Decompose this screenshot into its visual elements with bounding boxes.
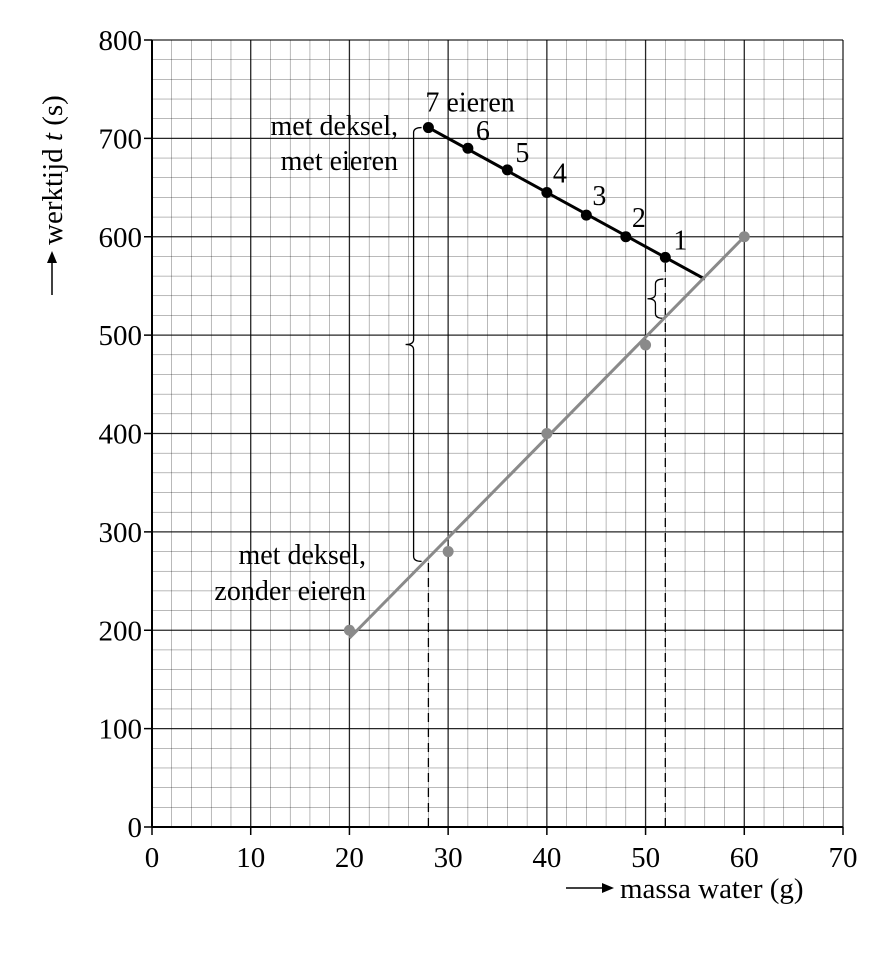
point-label: 2 (632, 203, 646, 234)
data-point-without-eggs (442, 546, 454, 558)
series-label-without-eggs-line1: met deksel, (238, 540, 366, 571)
data-point-with-eggs (620, 231, 632, 243)
y-tick-label: 200 (99, 615, 143, 647)
braces (405, 126, 664, 563)
data-point-with-eggs (501, 164, 513, 176)
svg-text:werktijd t (s): werktijd t (s) (37, 95, 69, 245)
data-point-with-eggs (580, 209, 592, 221)
point-label: 4 (553, 158, 567, 189)
x-tick-label: 40 (532, 842, 561, 874)
brace (405, 126, 422, 563)
data-point-with-eggs (541, 186, 553, 198)
data-point-without-eggs (541, 428, 553, 439)
x-tick-label: 20 (335, 842, 364, 874)
point-label: 3 (592, 181, 606, 212)
y-tick-label: 500 (99, 320, 143, 352)
y-axis-label-unit: (s) (37, 95, 69, 133)
brace (647, 278, 664, 320)
point-label: 6 (476, 116, 490, 147)
series-label-without-eggs-line2: zonder eieren (214, 576, 366, 607)
y-tick-label: 100 (99, 714, 143, 746)
data-point-without-eggs (738, 231, 750, 243)
x-tick-label: 60 (730, 842, 759, 874)
reference-lines (427, 257, 666, 827)
series-label-with-eggs-line2: met eieren (281, 146, 398, 177)
y-tick-label: 400 (99, 419, 143, 451)
y-tick-label: 700 (99, 123, 143, 155)
point-label: 5 (515, 138, 529, 169)
x-tick-label: 10 (236, 842, 265, 874)
y-axis-title: werktijd t (s) (37, 95, 69, 295)
data-points (343, 122, 750, 636)
y-tick-label: 300 (99, 517, 143, 549)
axes (144, 39, 844, 835)
data-point-without-eggs (640, 339, 652, 351)
x-tick-label: 30 (434, 842, 463, 874)
y-tick-label: 0 (128, 812, 143, 844)
y-tick-label: 800 (99, 25, 143, 57)
data-point-with-eggs (659, 251, 671, 263)
x-tick-label: 50 (631, 842, 660, 874)
point-label: 1 (673, 225, 687, 256)
fit-line-with-eggs (427, 126, 706, 281)
x-axis-label: massa water (g) (620, 873, 804, 905)
data-point-with-eggs (422, 122, 434, 134)
y-tick-label: 600 (99, 222, 143, 254)
series-label-with-eggs-line1: met deksel, (270, 111, 398, 142)
point-label-7-eggs: 7 eieren (425, 88, 514, 119)
y-axis-label-symbol: t (37, 132, 69, 141)
x-tick-label: 70 (829, 842, 858, 874)
data-point-with-eggs (462, 142, 474, 154)
x-tick-label: 0 (145, 842, 160, 874)
x-axis-title: massa water (g) (566, 873, 804, 905)
data-point-without-eggs (343, 624, 355, 636)
y-axis-label-prefix: werktijd (37, 141, 69, 245)
